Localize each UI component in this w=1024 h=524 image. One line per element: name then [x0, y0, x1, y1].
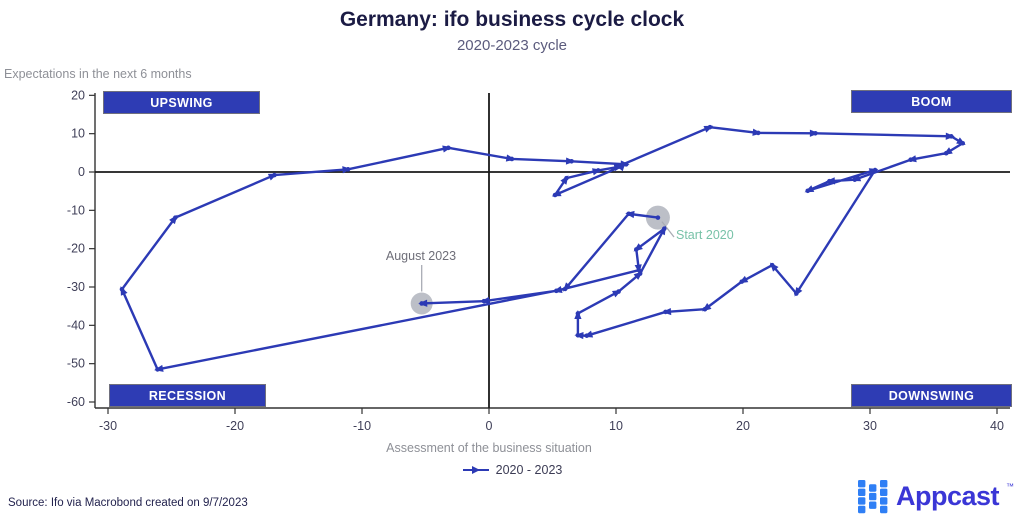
direction-arrow-icon: [769, 262, 779, 272]
direction-arrow-icon: [956, 137, 966, 146]
x-tick-label: -20: [226, 419, 244, 433]
direction-arrow-icon: [574, 309, 582, 319]
logo-square: [857, 488, 866, 496]
direction-arrow-icon: [945, 132, 955, 140]
direction-arrow-icon: [851, 174, 862, 182]
quadrant-label-downswing: DOWNSWING: [851, 384, 1012, 407]
direction-arrow-icon: [342, 166, 352, 174]
x-tick-label: 0: [486, 419, 493, 433]
appcast-trademark: ™: [1006, 482, 1014, 491]
direction-arrow-icon: [752, 128, 762, 136]
logo-square: [879, 480, 888, 488]
logo-square: [857, 497, 866, 505]
start-annotation-leader: [661, 221, 675, 238]
x-tick-label: -30: [99, 419, 117, 433]
x-tick-label: 40: [990, 419, 1004, 433]
y-tick-label: -50: [67, 357, 85, 371]
direction-arrow-icon: [702, 303, 712, 312]
direction-arrow-icon: [658, 225, 666, 236]
y-tick-label: -20: [67, 242, 85, 256]
direction-arrow-icon: [565, 157, 576, 165]
direction-arrow-icon: [120, 286, 128, 296]
direction-arrow-icon: [480, 296, 490, 304]
direction-arrow-icon: [592, 168, 602, 176]
chart-subtitle: 2020-2023 cycle: [456, 37, 568, 54]
y-tick-label: 20: [71, 88, 85, 102]
y-axis-title: Expectations in the next 6 months: [4, 67, 192, 81]
direction-arrow-icon: [551, 189, 562, 197]
y-tick-label: -40: [67, 318, 85, 332]
quadrant-label-recession: RECESSION: [109, 384, 266, 407]
direction-arrow-icon: [552, 286, 563, 293]
direction-arrow-icon: [804, 185, 815, 193]
appcast-logo: Appcast ™: [857, 479, 1014, 515]
direction-arrow-icon: [615, 164, 625, 172]
logo-square: [868, 484, 877, 492]
direction-arrow-icon: [703, 125, 714, 133]
direction-arrow-icon: [611, 289, 622, 298]
legend: 2020 - 2023: [0, 463, 1024, 477]
appcast-logo-text: Appcast: [895, 481, 1000, 511]
quadrant-label-boom: BOOM: [851, 90, 1012, 113]
x-tick-label: 30: [863, 419, 877, 433]
data-point: [655, 215, 661, 220]
direction-arrow-icon: [738, 275, 749, 284]
legend-line-marker-icon: [462, 466, 489, 474]
direction-arrow-icon: [794, 286, 803, 297]
direction-arrow-icon: [907, 155, 917, 163]
direction-arrow-icon: [169, 214, 178, 225]
direction-arrow-icon: [943, 147, 953, 156]
chart-title: Germany: ifo business cycle clock: [339, 8, 685, 31]
logo-square: [879, 488, 888, 496]
y-tick-label: -30: [67, 280, 85, 294]
direction-arrow-icon: [267, 173, 278, 181]
logo-square: [857, 480, 866, 488]
source-note: Source: Ifo via Macrobond created on 9/7…: [8, 497, 248, 509]
direction-arrow-icon: [633, 271, 643, 280]
direction-arrow-icon: [418, 299, 428, 307]
direction-arrow-icon: [442, 145, 452, 153]
logo-square: [879, 505, 888, 514]
x-tick-label: 20: [736, 419, 750, 433]
direction-arrow-icon: [560, 175, 569, 185]
y-tick-label: -60: [67, 395, 85, 409]
direction-arrow-icon: [825, 177, 836, 185]
direction-arrow-icon: [809, 129, 819, 137]
x-tick-label: 10: [609, 419, 623, 433]
y-tick-label: 10: [71, 127, 85, 141]
x-axis-title: Assessment of the business situation: [386, 441, 592, 455]
direction-arrow-icon: [625, 210, 635, 219]
quadrant-label-upswing: UPSWING: [103, 91, 260, 114]
direction-arrow-icon: [633, 243, 643, 252]
x-tick-label: -10: [353, 419, 371, 433]
appcast-logo-mark-icon: [857, 480, 888, 514]
august-2023-annotation: August 2023: [385, 249, 457, 263]
direction-arrow-icon: [562, 282, 572, 292]
direction-arrow-icon: [634, 264, 642, 274]
logo-square: [868, 501, 877, 509]
y-tick-label: -10: [67, 203, 85, 217]
direction-arrow-icon: [505, 154, 516, 162]
logo-square: [879, 497, 888, 505]
legend-label: 2020 - 2023: [495, 463, 563, 477]
direction-arrow-icon: [574, 331, 584, 340]
start-2020-annotation: Start 2020: [676, 228, 734, 242]
y-tick-label: 0: [78, 165, 85, 179]
cycle-path: [120, 125, 964, 371]
direction-arrow-icon: [662, 307, 672, 316]
direction-arrow-icon: [868, 168, 879, 176]
logo-square: [857, 505, 866, 514]
direction-arrow-icon: [154, 364, 164, 372]
direction-arrow-icon: [583, 330, 594, 338]
logo-square: [868, 492, 877, 501]
